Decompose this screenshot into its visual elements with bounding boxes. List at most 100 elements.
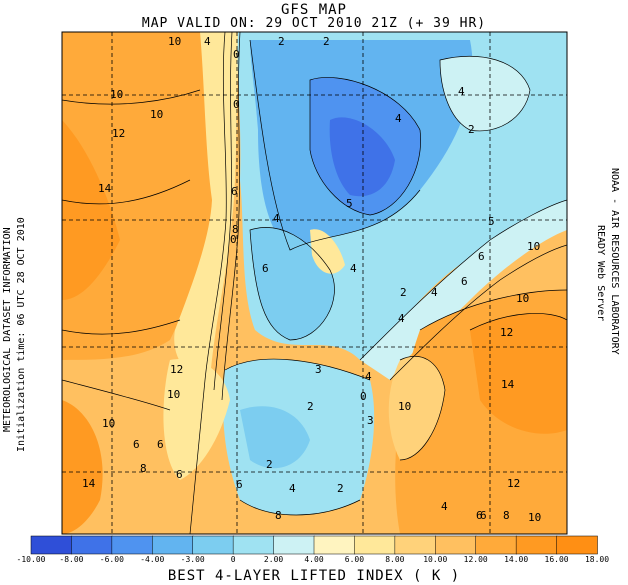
- colorbar-tick-label: 8.00: [385, 555, 405, 564]
- contour-label: 14: [98, 182, 112, 195]
- colorbar-swatch: [152, 535, 194, 555]
- contour-label: 8: [140, 462, 147, 475]
- colorbar-swatch: [111, 535, 154, 555]
- contour-label: 10: [150, 108, 163, 121]
- contour-label: 14: [82, 477, 96, 490]
- colorbar-swatch: [30, 535, 73, 555]
- field-coastal-band: [174, 32, 240, 380]
- colorbar-swatch: [475, 535, 517, 555]
- colorbar-swatch: [192, 535, 234, 555]
- field-south-coastal-band: [163, 359, 230, 480]
- contour-label: 4: [431, 286, 438, 299]
- contour-label: 3: [315, 363, 322, 376]
- field-west-high: [62, 32, 230, 360]
- contour-label: 4: [365, 370, 372, 383]
- field-southeast-peak: [470, 313, 567, 434]
- contour-label: 4: [273, 212, 280, 225]
- colorbar-tick-label: 18.00: [584, 555, 610, 564]
- map-frame: [61, 31, 568, 535]
- colorbar-swatch: [556, 535, 598, 555]
- contour-label: 12: [112, 127, 125, 140]
- contour-label: 2: [400, 286, 407, 299]
- contour-label: 10: [516, 292, 529, 305]
- contour-label: 10: [527, 240, 540, 253]
- contour-label: 4: [395, 112, 402, 125]
- contour-label: 0: [233, 48, 240, 61]
- colorbar-tick-label: 10.00: [423, 555, 448, 564]
- field-diagonal-corridor: [360, 200, 567, 380]
- colorbar-tick-label: -4.00: [140, 555, 165, 564]
- contour-label: 6: [476, 509, 483, 522]
- contour-label: 10: [167, 388, 180, 401]
- contour-label: 6: [236, 478, 243, 491]
- contour-label: 0: [360, 390, 367, 403]
- colorbar-tick-label: -6.00: [99, 555, 124, 564]
- contour-label: 4: [441, 500, 448, 513]
- contour-label: 6: [461, 275, 468, 288]
- map-fields: [62, 32, 567, 534]
- map-title: GFS MAP: [280, 2, 347, 18]
- contour-label: 6: [133, 438, 140, 451]
- colorbar-swatch: [313, 535, 356, 555]
- field-west-peak: [62, 120, 120, 300]
- field-min-core: [329, 117, 395, 197]
- contour-label: 2: [266, 458, 273, 471]
- colorbar-tick-label: -10.00: [16, 555, 46, 564]
- field-southeast-band: [388, 356, 445, 460]
- contour-label: 3: [367, 414, 374, 427]
- contour-label: 6: [157, 438, 164, 451]
- contour-label: 2: [323, 35, 330, 48]
- colorbar-tick-label: 0: [230, 555, 236, 564]
- contour-label: 6: [480, 509, 487, 522]
- contour-label: 6: [262, 262, 269, 275]
- contour-label: 2: [278, 35, 285, 48]
- contour-label: 6: [231, 185, 238, 198]
- colorbar-tick-label: -8.00: [59, 555, 84, 564]
- contour-label: 5: [346, 197, 353, 210]
- colorbar: [30, 535, 598, 555]
- contour-label: 4: [350, 262, 357, 275]
- contour-label: 2: [468, 123, 475, 136]
- contour-label: 10: [110, 88, 123, 101]
- contour-label: 4: [289, 482, 296, 495]
- contour-label: 4: [398, 312, 405, 325]
- map-valid-time: MAP VALID ON: 29 OCT 2010 21Z (+ 39 HR): [141, 16, 487, 31]
- contour-label: 10: [102, 417, 115, 430]
- contour-label: 6: [478, 250, 485, 263]
- contour-label: 8: [232, 223, 239, 236]
- colorbar-tick-label: 12.00: [463, 555, 488, 564]
- lat-lon-grid: [62, 32, 567, 534]
- contour-label: 6: [176, 468, 183, 481]
- contour-label: 8: [503, 509, 510, 522]
- colorbar-tick-label: 16.00: [544, 555, 569, 564]
- colorbar-label: BEST 4-LAYER LIFTED INDEX ( K ): [167, 568, 461, 584]
- contour-label: 4: [458, 85, 465, 98]
- contour-label: 12: [500, 326, 513, 339]
- colorbar-swatch: [71, 535, 113, 555]
- colorbar-swatch: [394, 535, 437, 555]
- contour-label: 0: [233, 98, 240, 111]
- contour-label: 2: [307, 400, 314, 413]
- colorbar-tick-label: 2.00: [263, 555, 284, 564]
- contour-label: 12: [507, 477, 520, 490]
- contour-label: 10: [168, 35, 181, 48]
- contour-label: 5: [488, 215, 495, 228]
- colorbar-tick-label: 6.00: [344, 555, 365, 564]
- contour-label: 10: [528, 511, 541, 524]
- contour-label: 14: [501, 378, 515, 391]
- colorbar-tick-label: 14.00: [504, 555, 529, 564]
- contour-label: 10: [398, 400, 411, 413]
- contour-label: 4: [204, 35, 211, 48]
- colorbar-swatch: [515, 535, 558, 555]
- field-south-cold: [240, 406, 310, 469]
- colorbar-swatch: [435, 535, 477, 555]
- colorbar-swatch: [354, 535, 396, 555]
- contour-label: 0: [230, 233, 237, 246]
- contour-label: 8: [275, 509, 282, 522]
- contour-lines: [62, 32, 567, 534]
- colorbar-tick-label: 4.00: [304, 555, 324, 564]
- field-southwest-high: [62, 400, 103, 534]
- colorbar-swatch: [232, 535, 275, 555]
